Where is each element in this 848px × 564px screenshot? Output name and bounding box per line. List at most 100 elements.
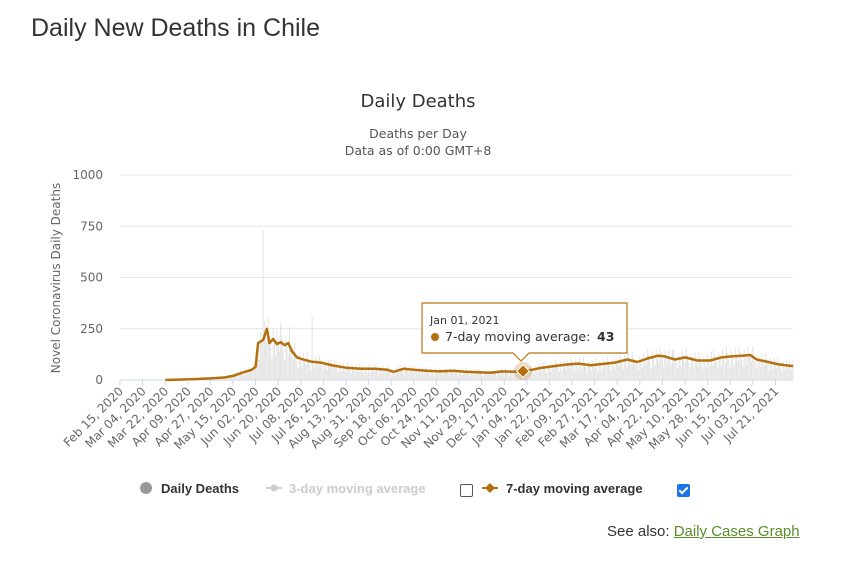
daily-deaths-bar	[655, 347, 657, 380]
daily-deaths-bar	[278, 352, 280, 380]
daily-deaths-bar	[447, 371, 449, 380]
legend-label-3-day: 3-day moving average	[289, 481, 426, 496]
daily-deaths-bar	[747, 346, 749, 380]
daily-deaths-bar	[511, 372, 513, 380]
daily-deaths-bar	[576, 364, 578, 380]
daily-deaths-bar	[449, 367, 451, 380]
daily-deaths-bar	[445, 368, 447, 380]
daily-deaths-bar	[756, 368, 758, 380]
daily-cases-graph-link[interactable]: Daily Cases Graph	[673, 523, 800, 540]
y-tick-label: 250	[80, 322, 103, 336]
daily-deaths-bar	[645, 364, 647, 380]
daily-deaths-bar	[668, 349, 670, 380]
daily-deaths-spike	[289, 326, 291, 380]
daily-deaths-bar	[448, 374, 450, 380]
daily-deaths-bar	[286, 345, 288, 380]
daily-deaths-bar	[430, 368, 432, 380]
y-axis-label: Novel Coronavirus Daily Deaths	[49, 183, 63, 373]
daily-deaths-bar	[464, 373, 466, 380]
daily-deaths-bar	[390, 375, 392, 380]
daily-deaths-bar	[540, 367, 542, 380]
daily-deaths-bar	[424, 373, 426, 380]
daily-deaths-bar	[704, 361, 706, 380]
daily-deaths-bar	[477, 374, 479, 380]
daily-deaths-bar	[348, 366, 350, 380]
daily-deaths-bar	[733, 364, 735, 380]
daily-deaths-bar	[585, 366, 587, 380]
daily-deaths-bar	[697, 365, 699, 380]
daily-deaths-bar	[381, 373, 383, 380]
daily-deaths-bar	[698, 351, 700, 380]
daily-deaths-bar	[695, 359, 697, 380]
tooltip-series-dot	[431, 333, 439, 341]
daily-deaths-bar	[776, 368, 778, 380]
daily-deaths-bar	[427, 369, 429, 380]
daily-deaths-bar	[322, 370, 324, 380]
legend-item-7-day-average[interactable]: 7-day moving average	[482, 481, 643, 496]
daily-deaths-spike	[311, 316, 313, 380]
legend-item-3-day-average[interactable]: 3-day moving average	[266, 481, 426, 496]
daily-deaths-bar	[472, 372, 474, 380]
daily-deaths-bar	[260, 331, 262, 380]
series-lines	[165, 327, 794, 382]
daily-deaths-bar	[629, 359, 631, 380]
daily-deaths-bar	[271, 358, 273, 380]
daily-deaths-bar	[609, 365, 611, 380]
daily-deaths-bar	[605, 367, 607, 380]
daily-deaths-bar	[428, 372, 430, 380]
legend-label-7-day: 7-day moving average	[506, 481, 643, 496]
see-also: See also: Daily Cases Graph	[607, 523, 800, 540]
daily-deaths-bar	[394, 374, 396, 380]
daily-deaths-bar	[395, 367, 397, 380]
daily-deaths-bar	[250, 369, 252, 380]
daily-deaths-bar	[562, 361, 564, 380]
daily-deaths-bar	[391, 369, 393, 380]
daily-deaths-bar	[243, 375, 245, 380]
daily-deaths-bar	[358, 371, 360, 380]
daily-deaths-bar	[612, 363, 614, 380]
daily-deaths-bar	[579, 358, 581, 380]
daily-deaths-bar	[491, 374, 493, 380]
daily-deaths-bar	[291, 349, 293, 380]
daily-deaths-bar	[487, 375, 489, 380]
daily-deaths-bar	[484, 370, 486, 380]
avg7-checkbox[interactable]	[677, 484, 690, 497]
daily-deaths-bar	[408, 373, 410, 380]
daily-deaths-bar	[499, 374, 501, 380]
daily-deaths-bar	[456, 372, 457, 380]
daily-deaths-bar	[674, 356, 676, 380]
daily-deaths-bar	[373, 371, 375, 380]
daily-deaths-bar	[584, 362, 586, 380]
daily-deaths-bar	[611, 358, 613, 380]
daily-deaths-bar	[281, 337, 283, 380]
daily-deaths-bar	[610, 370, 612, 380]
avg3-checkbox[interactable]	[460, 484, 473, 497]
daily-deaths-bar	[641, 367, 643, 380]
daily-deaths-bar	[700, 363, 702, 380]
daily-deaths-bar	[563, 365, 565, 380]
daily-deaths-bar	[356, 367, 358, 380]
daily-deaths-bar	[407, 369, 409, 380]
daily-deaths-bar	[252, 363, 254, 380]
daily-deaths-bar	[282, 349, 284, 380]
daily-deaths-bar	[705, 367, 707, 380]
legend-item-daily-deaths[interactable]: Daily Deaths	[140, 481, 239, 496]
daily-deaths-bar	[620, 358, 622, 380]
daily-deaths-bar	[713, 350, 715, 380]
daily-deaths-bar	[508, 375, 510, 380]
daily-deaths-bar	[607, 360, 609, 380]
daily-deaths-bar	[461, 374, 463, 380]
daily-deaths-bar	[771, 363, 773, 380]
daily-deaths-bar	[494, 373, 496, 380]
daily-deaths-bar	[276, 331, 278, 380]
see-also-label: See also:	[607, 523, 670, 540]
daily-deaths-bar	[272, 328, 274, 380]
daily-deaths-bar	[509, 369, 511, 380]
daily-deaths-bar	[502, 370, 504, 380]
daily-deaths-bar	[669, 356, 671, 380]
legend-label-daily-deaths: Daily Deaths	[161, 481, 239, 496]
daily-deaths-bar	[496, 375, 498, 380]
daily-deaths-bar	[309, 364, 311, 380]
highlight-marker[interactable]	[514, 362, 533, 381]
daily-deaths-bar	[420, 373, 422, 380]
